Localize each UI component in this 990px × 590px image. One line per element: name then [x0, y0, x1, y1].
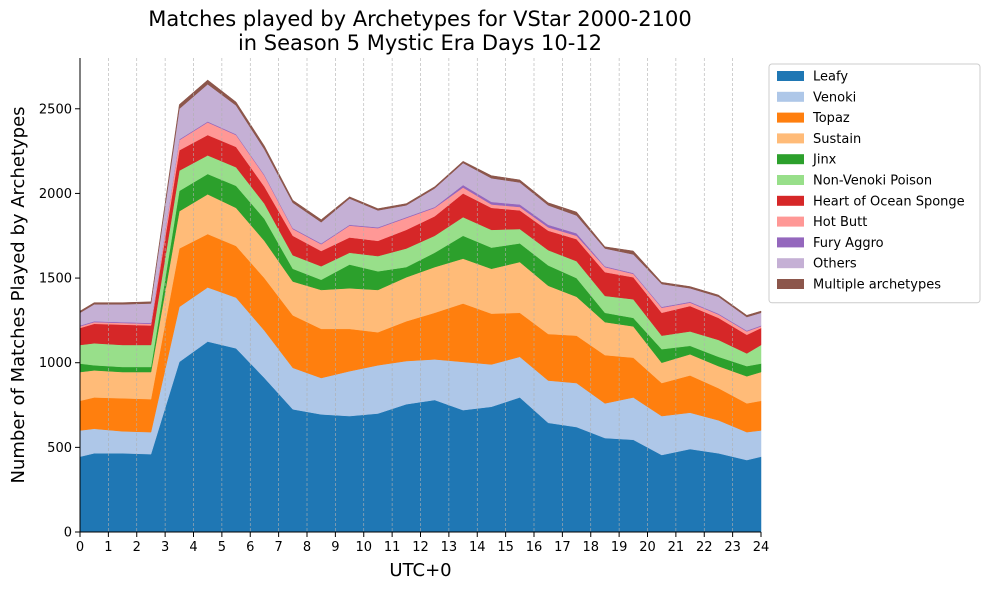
legend-label: Multiple archetypes [813, 278, 941, 293]
x-tick-label: 8 [303, 540, 311, 555]
x-tick-label: 2 [133, 540, 141, 555]
legend-box [768, 63, 981, 304]
legend-label: Leafy [813, 70, 848, 85]
area-multiple-archetypes [79, 79, 762, 318]
legend-label: Non-Venoki Poison [813, 174, 932, 189]
legend-label: Jinx [812, 153, 837, 168]
x-tick-label: 14 [469, 540, 486, 555]
x-tick-label: 5 [218, 540, 226, 555]
x-tick-label: 20 [639, 540, 656, 555]
x-tick-label: 21 [668, 540, 685, 555]
x-tick-label: 10 [355, 540, 372, 555]
x-axis-label: UTC+0 [389, 560, 451, 581]
x-tick-label: 18 [582, 540, 599, 555]
x-tick-label: 17 [554, 540, 571, 555]
legend-swatch [777, 279, 804, 289]
legend-swatch [777, 237, 804, 248]
legend-label: Heart of Ocean Sponge [813, 194, 965, 209]
x-tick-label: 1 [104, 540, 112, 555]
x-tick-label: 12 [412, 540, 429, 555]
x-tick-label: 15 [497, 540, 514, 555]
y-axis-ticks: 0 500 1000 1500 2000 2500 [39, 102, 80, 541]
x-tick-label: 9 [331, 540, 339, 555]
legend-swatch [777, 71, 804, 81]
y-tick-label: 0 [64, 526, 72, 541]
x-tick-label: 24 [753, 540, 770, 555]
legend-swatch [777, 195, 804, 206]
y-tick-label: 2000 [39, 187, 72, 202]
x-tick-label: 0 [76, 540, 84, 555]
x-tick-label: 4 [189, 540, 197, 555]
chart-title: Matches played by Archetypes for VStar 2… [148, 7, 691, 55]
legend-swatch [777, 154, 804, 165]
y-tick-label: 1000 [39, 356, 72, 371]
legend-label: Sustain [813, 132, 861, 147]
legend-label: Venoki [813, 90, 856, 105]
x-axis-ticks: 0 1 2 3 4 5 6 7 8 9 10 11 12 13 14 15 16 17 18 19 20 21 22 23 24 [76, 532, 769, 555]
legend: Leafy Venoki Topaz Sustain Jinx Non-Venoki Po… [768, 63, 981, 304]
legend-swatch [777, 91, 804, 102]
legend-swatch [777, 216, 804, 227]
legend-swatch [777, 112, 804, 123]
legend-label: Fury Aggro [813, 236, 884, 251]
x-tick-label: 22 [696, 540, 713, 555]
x-tick-label: 16 [526, 540, 543, 555]
legend-label: Others [813, 257, 857, 272]
x-tick-label: 7 [274, 540, 282, 555]
legend-label: Topaz [812, 111, 850, 126]
legend-swatch [777, 258, 804, 269]
y-tick-label: 1500 [39, 272, 72, 287]
x-tick-label: 23 [724, 540, 741, 555]
chart-title-line: in Season 5 Mystic Era Days 10-12 [238, 31, 602, 55]
x-tick-label: 11 [384, 540, 401, 555]
x-tick-label: 3 [161, 540, 169, 555]
chart-title-line: Matches played by Archetypes for VStar 2… [148, 7, 691, 31]
legend-swatch [777, 175, 804, 185]
legend-swatch [777, 133, 804, 144]
legend-label: Hot Butt [813, 215, 867, 230]
x-tick-label: 13 [441, 540, 458, 555]
x-tick-label: 6 [246, 540, 254, 555]
y-tick-label: 2500 [39, 102, 72, 117]
x-gridlines [108, 58, 733, 532]
y-axis-label: Number of Matches Played by Archetypes [8, 106, 29, 483]
y-tick-label: 500 [47, 441, 72, 456]
x-tick-label: 19 [611, 540, 628, 555]
